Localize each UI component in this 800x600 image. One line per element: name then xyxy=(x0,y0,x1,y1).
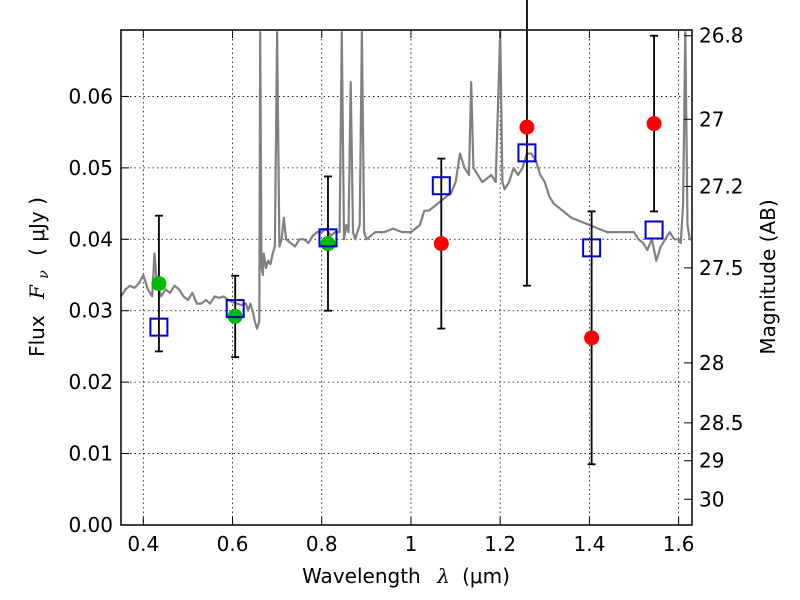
red-data-point xyxy=(584,330,600,346)
plot-background xyxy=(121,30,692,525)
y2-tick-label: 27 xyxy=(699,107,724,131)
model-photometry-square xyxy=(431,176,451,196)
model-photometry-square xyxy=(582,238,602,258)
grid xyxy=(121,30,692,525)
y2-axis-ticks: 26.8 27 27.2 27.5 28 28.5 29 30 xyxy=(684,24,744,511)
y-tick-label: 0.05 xyxy=(68,156,113,180)
green-data-point xyxy=(320,236,336,252)
y-tick-label: 0.01 xyxy=(68,442,113,466)
x-axis-unit: (μm) xyxy=(462,564,510,588)
x-axis-symbol: λ xyxy=(436,564,450,588)
y2-tick-label: 30 xyxy=(699,487,724,511)
green-data-point xyxy=(151,276,167,292)
y-tick-label: 0.00 xyxy=(68,513,113,537)
model-photometry-square xyxy=(149,317,169,337)
x-tick-label: 0.4 xyxy=(127,532,159,556)
model-photometry-square xyxy=(318,228,338,248)
x-tick-label: 1.6 xyxy=(663,532,695,556)
red-data-point xyxy=(646,116,662,132)
x-tick-label: 0.8 xyxy=(306,532,338,556)
y-tick-label: 0.04 xyxy=(68,227,113,251)
x-tick-label: 1 xyxy=(405,532,418,556)
red-data-point xyxy=(519,119,535,135)
x-axis-title-text: Wavelength xyxy=(302,564,421,588)
x-tick-label: 0.6 xyxy=(217,532,249,556)
y2-tick-label: 26.8 xyxy=(699,24,744,48)
model-spectrum xyxy=(120,31,692,330)
x-axis-ticks: 0.4 0.6 0.8 1 1.2 1.4 1.6 xyxy=(127,30,695,556)
y2-tick-label: 29 xyxy=(699,449,724,473)
y2-tick-label: 28 xyxy=(699,351,724,375)
red-data-point xyxy=(433,236,449,252)
y2-tick-label: 28.5 xyxy=(699,411,744,435)
y2-tick-label: 27.5 xyxy=(699,256,744,280)
model-photometry-square xyxy=(225,299,245,319)
model-photometry-square xyxy=(644,220,664,240)
y-axis-title: Flux F ν ( μJy ) xyxy=(25,197,53,357)
model-spectrum-line xyxy=(120,31,692,330)
y-axis-ticks: 0.00 0.01 0.02 0.03 0.04 0.05 0.06 xyxy=(68,84,129,537)
model-photometry-square xyxy=(517,143,537,163)
y-tick-label: 0.03 xyxy=(68,299,113,323)
y2-axis-title: Magnitude (AB) xyxy=(756,199,780,354)
y-axis-unit: ( μJy ) xyxy=(25,197,49,256)
y-tick-label: 0.06 xyxy=(68,84,113,108)
y-axis-title-text: Flux xyxy=(25,315,49,357)
markers xyxy=(149,116,664,346)
plot-frame xyxy=(120,29,693,526)
y-axis-subscript: ν xyxy=(36,270,52,279)
x-tick-label: 1.4 xyxy=(573,532,605,556)
y-tick-label: 0.02 xyxy=(68,370,113,394)
y2-tick-label: 27.2 xyxy=(699,174,744,198)
y-axis-symbol: F xyxy=(25,284,49,300)
x-axis-title: Wavelength λ (μm) xyxy=(302,564,510,588)
x-tick-label: 1.2 xyxy=(484,532,516,556)
